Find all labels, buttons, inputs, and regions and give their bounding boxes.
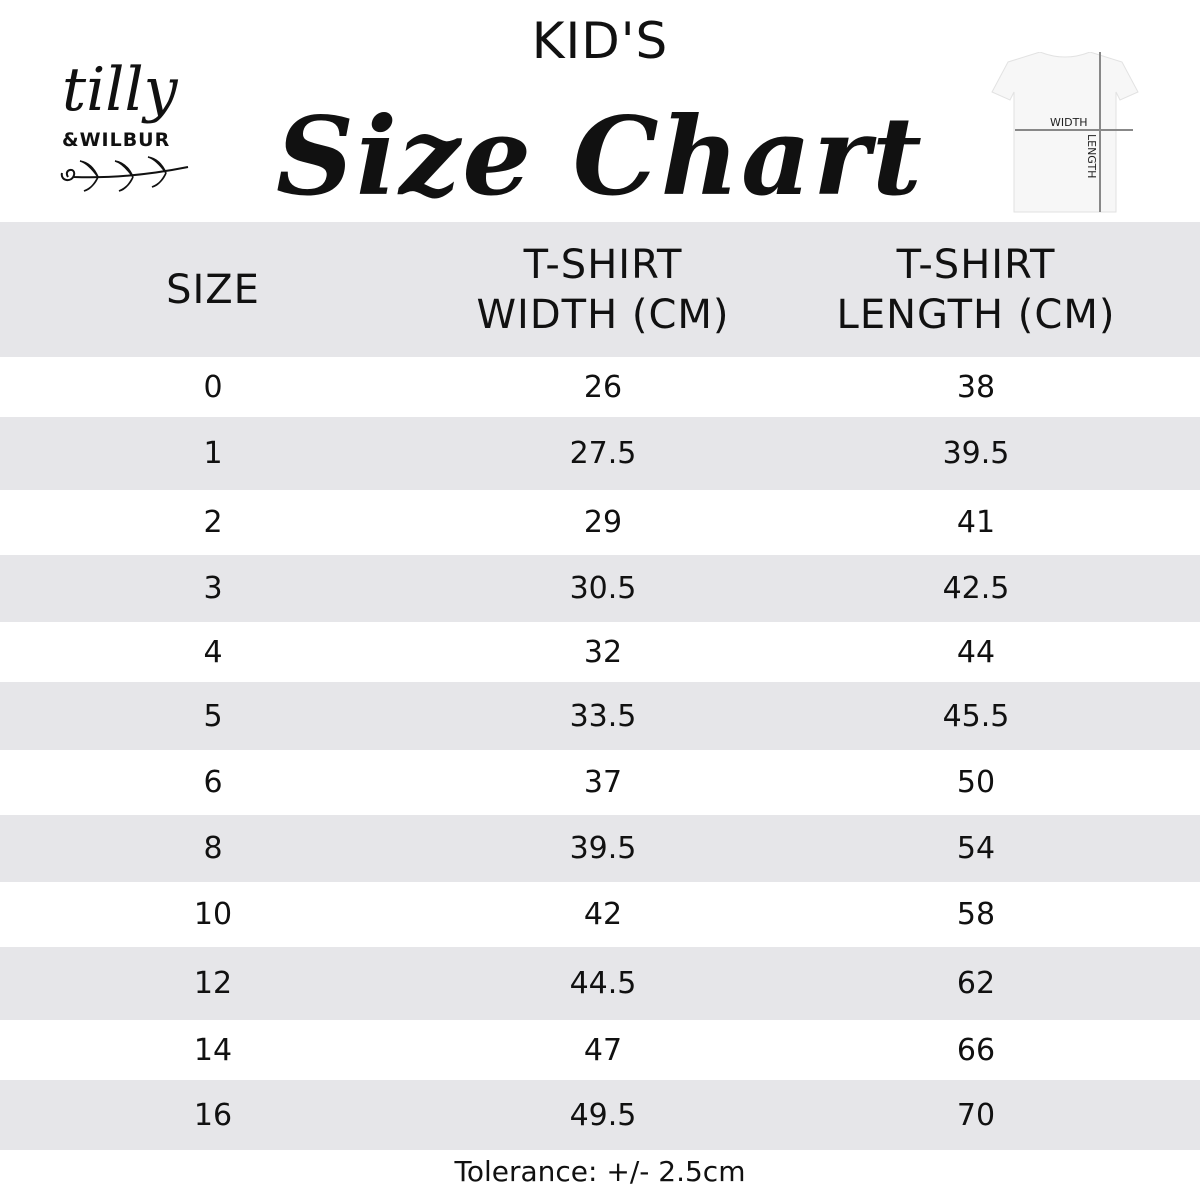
table-row: 0 26 38 xyxy=(0,357,1200,417)
width-cell: 26 xyxy=(583,369,623,405)
header-size: SIZE xyxy=(166,266,260,313)
width-cell: 27.5 xyxy=(569,436,637,471)
table-header: SIZE T-SHIRT WIDTH (CM) T-SHIRT LENGTH (CM… xyxy=(0,222,1200,357)
length-cell: 44 xyxy=(956,634,996,670)
table-row: 1 27.5 39.5 xyxy=(0,417,1200,490)
kicker-title: KID'S xyxy=(531,12,669,70)
width-cell: 49.5 xyxy=(569,1097,637,1133)
table-row: 3 30.5 42.5 xyxy=(0,555,1200,622)
length-cell: 45.5 xyxy=(942,698,1010,734)
size-cell: 10 xyxy=(193,897,233,932)
size-cell: 4 xyxy=(203,634,223,670)
width-cell: 30.5 xyxy=(569,571,637,606)
header-width: T-SHIRT WIDTH (CM) xyxy=(476,241,730,338)
size-cell: 6 xyxy=(203,765,223,800)
tolerance-note: Tolerance: +/- 2.5cm xyxy=(454,1155,746,1188)
table-row: 2 29 41 xyxy=(0,490,1200,555)
length-cell: 41 xyxy=(956,505,996,540)
table-row: 14 47 66 xyxy=(0,1020,1200,1080)
size-cell: 1 xyxy=(203,436,223,471)
length-cell: 58 xyxy=(956,897,996,932)
length-cell: 42.5 xyxy=(942,571,1010,606)
width-cell: 47 xyxy=(583,1032,623,1068)
width-cell: 29 xyxy=(583,505,623,540)
size-cell: 16 xyxy=(193,1097,233,1133)
table-row: 4 32 44 xyxy=(0,622,1200,682)
length-cell: 54 xyxy=(956,831,996,866)
width-cell: 42 xyxy=(583,897,623,932)
length-label: LENGTH xyxy=(1085,134,1098,178)
size-cell: 8 xyxy=(203,831,223,866)
logo-text-tilly: tilly xyxy=(62,55,178,125)
width-cell: 39.5 xyxy=(569,831,637,866)
page-title: Size Chart xyxy=(276,94,924,220)
width-cell: 44.5 xyxy=(569,966,637,1001)
size-cell: 0 xyxy=(203,369,223,405)
brand-logo: tilly &WILBUR xyxy=(50,55,210,195)
table-row: 16 49.5 70 xyxy=(0,1080,1200,1150)
length-cell: 39.5 xyxy=(942,436,1010,471)
size-cell: 2 xyxy=(203,505,223,540)
table-row: 5 33.5 45.5 xyxy=(0,682,1200,750)
table-row: 12 44.5 62 xyxy=(0,947,1200,1020)
table-row: 10 42 58 xyxy=(0,882,1200,947)
size-cell: 5 xyxy=(203,698,223,734)
size-table: SIZE T-SHIRT WIDTH (CM) T-SHIRT LENGTH (CM… xyxy=(0,222,1200,1150)
leaf-branch-icon xyxy=(60,156,189,192)
table-row: 8 39.5 54 xyxy=(0,815,1200,882)
length-cell: 70 xyxy=(956,1097,996,1133)
width-cell: 32 xyxy=(583,634,623,670)
table-row: 6 37 50 xyxy=(0,750,1200,815)
width-label: WIDTH xyxy=(1050,116,1088,129)
tshirt-measurement-diagram: WIDTH LENGTH xyxy=(991,52,1139,213)
length-cell: 66 xyxy=(956,1032,996,1068)
size-cell: 12 xyxy=(193,966,233,1001)
length-cell: 50 xyxy=(956,765,996,800)
size-cell: 3 xyxy=(203,571,223,606)
length-cell: 38 xyxy=(956,369,996,405)
header-length: T-SHIRT LENGTH (CM) xyxy=(836,241,1116,338)
length-cell: 62 xyxy=(956,966,996,1001)
size-cell: 14 xyxy=(193,1032,233,1068)
logo-text-wilbur: &WILBUR xyxy=(62,129,171,151)
width-cell: 37 xyxy=(583,765,623,800)
width-cell: 33.5 xyxy=(569,698,637,734)
